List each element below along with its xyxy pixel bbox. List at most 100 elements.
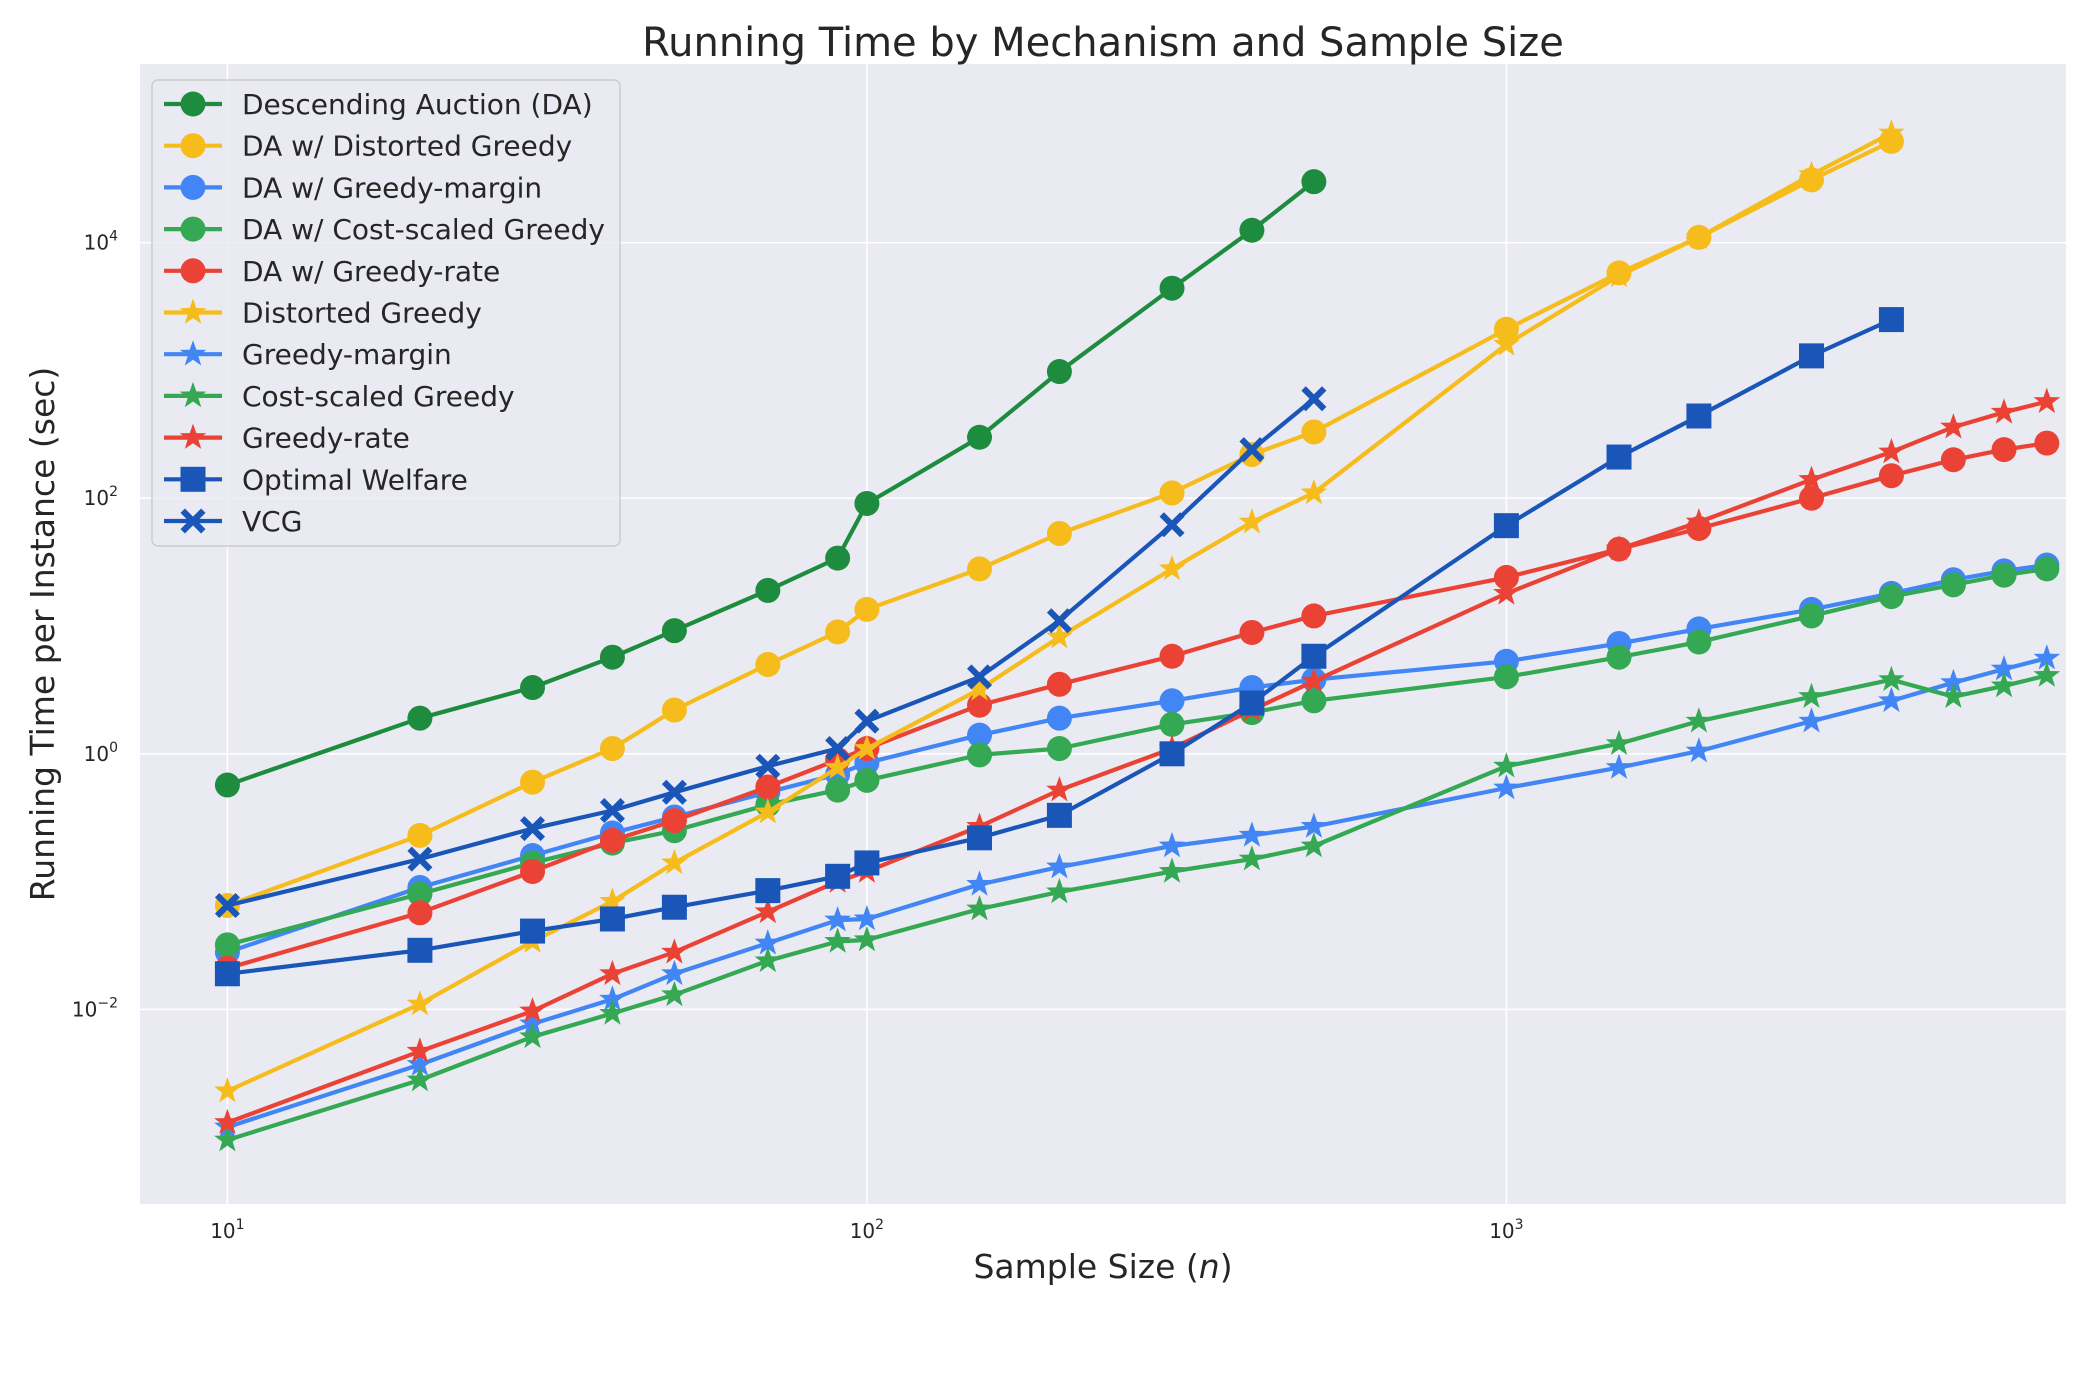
point-greedy-rate-16 <box>1798 465 1825 491</box>
point-da-w-greedy-rate-16 <box>1799 485 1825 511</box>
legend-marker-greedy-margin <box>179 340 207 366</box>
point-greedy-margin-17 <box>1878 686 1905 713</box>
point-distorted-greedy-8 <box>966 675 993 701</box>
legend-box <box>151 79 621 547</box>
point-descending-auction-da-5 <box>755 577 781 603</box>
point-da-w-distorted-greedy-4 <box>661 697 687 723</box>
point-da-w-greedy-margin-9 <box>1046 705 1072 731</box>
point-da-w-greedy-rate-19 <box>1991 437 2017 463</box>
x-tick-labels: 101 102 103 <box>210 1217 1523 1243</box>
point-cost-scaled-greedy-6 <box>824 927 851 953</box>
point-cost-scaled-greedy-0 <box>214 1126 241 1152</box>
legend-marker-da-w-cost-scaled-greedy <box>180 216 206 242</box>
point-da-w-distorted-greedy-9 <box>1046 520 1072 546</box>
point-greedy-margin-18 <box>1940 668 1967 694</box>
point-greedy-margin-15 <box>1685 737 1713 763</box>
point-vcg-7 <box>854 708 880 734</box>
point-distorted-greedy-15 <box>1685 223 1713 249</box>
point-greedy-margin-11 <box>1238 821 1266 847</box>
point-descending-auction-da-7 <box>854 490 880 516</box>
point-da-w-greedy-rate-18 <box>1940 447 1966 473</box>
point-optimal-welfare-3 <box>599 906 625 932</box>
point-cost-scaled-greedy-3 <box>599 999 626 1025</box>
point-greedy-margin-2 <box>519 1009 546 1036</box>
point-da-w-greedy-margin-8 <box>967 722 993 748</box>
point-cost-scaled-greedy-4 <box>661 980 688 1007</box>
point-greedy-margin-8 <box>966 870 993 896</box>
legend-item-cost-scaled-greedy: Cost-scaled Greedy <box>164 380 515 413</box>
point-da-w-distorted-greedy-6 <box>825 619 851 645</box>
y-tick-label-3: 104 <box>84 229 118 255</box>
point-cost-scaled-greedy-9 <box>1046 877 1073 904</box>
point-greedy-margin-20 <box>2033 644 2061 670</box>
point-distorted-greedy-16 <box>1798 160 1825 187</box>
point-vcg-4 <box>661 779 687 805</box>
point-optimal-welfare-8 <box>967 825 993 851</box>
point-da-w-greedy-rate-3 <box>599 827 625 853</box>
legend-label-da-w-greedy-margin: DA w/ Greedy-margin <box>242 171 542 204</box>
point-da-w-greedy-rate-1 <box>407 900 433 926</box>
point-greedy-rate-14 <box>1605 535 1633 561</box>
point-optimal-welfare-7 <box>854 850 880 876</box>
point-optimal-welfare-2 <box>520 918 546 944</box>
point-greedy-rate-3 <box>599 959 626 986</box>
point-cost-scaled-greedy-20 <box>2033 661 2061 687</box>
series-vcg <box>214 386 1327 919</box>
point-da-w-cost-scaled-greedy-6 <box>825 777 851 803</box>
point-vcg-9 <box>1046 608 1072 634</box>
point-vcg-1 <box>407 846 433 872</box>
legend-label-cost-scaled-greedy: Cost-scaled Greedy <box>242 380 515 413</box>
point-greedy-rate-0 <box>214 1108 241 1134</box>
point-greedy-margin-5 <box>754 929 782 955</box>
point-cost-scaled-greedy-10 <box>1158 857 1186 883</box>
point-cost-scaled-greedy-5 <box>754 946 782 973</box>
legend-label-vcg: VCG <box>242 505 302 538</box>
point-greedy-rate-19 <box>1990 398 2018 424</box>
point-optimal-welfare-15 <box>1686 403 1712 429</box>
point-greedy-margin-1 <box>406 1050 434 1076</box>
point-da-w-greedy-rate-10 <box>1159 643 1185 669</box>
point-cost-scaled-greedy-7 <box>853 925 881 952</box>
point-descending-auction-da-0 <box>214 772 240 798</box>
point-cost-scaled-greedy-19 <box>1990 671 2018 698</box>
legend-label-da-w-distorted-greedy: DA w/ Distorted Greedy <box>242 130 572 163</box>
point-da-w-distorted-greedy-5 <box>755 651 781 677</box>
legend: Descending Auction (DA) DA w/ Distorted G… <box>151 79 621 547</box>
point-distorted-greedy-14 <box>1605 261 1633 288</box>
legend-marker-vcg <box>180 508 206 534</box>
point-vcg-11 <box>1239 437 1265 463</box>
point-optimal-welfare-1 <box>407 937 433 963</box>
series-line-distorted-greedy <box>225 131 1894 1094</box>
point-da-w-greedy-rate-17 <box>1878 463 1904 489</box>
legend-item-da-w-distorted-greedy: DA w/ Distorted Greedy <box>164 130 572 163</box>
point-descending-auction-da-3 <box>599 644 625 670</box>
point-descending-auction-da-2 <box>520 675 546 701</box>
legend-marker-da-w-greedy-rate <box>180 258 206 284</box>
point-greedy-rate-1 <box>406 1037 434 1063</box>
point-da-w-cost-scaled-greedy-13 <box>1493 664 1519 690</box>
point-greedy-rate-17 <box>1878 438 1905 464</box>
x-tick-label-0: 101 <box>210 1217 244 1243</box>
point-da-w-cost-scaled-greedy-17 <box>1878 584 1904 610</box>
point-greedy-margin-3 <box>599 985 626 1011</box>
y-tick-labels: 10−2 100 102 104 <box>72 229 118 1022</box>
point-descending-auction-da-8 <box>967 424 993 450</box>
point-cost-scaled-greedy-16 <box>1798 682 1825 708</box>
point-greedy-rate-20 <box>2033 387 2061 413</box>
point-da-w-distorted-greedy-8 <box>967 556 993 582</box>
point-greedy-margin-16 <box>1798 707 1825 733</box>
point-optimal-welfare-11 <box>1239 690 1265 716</box>
point-optimal-welfare-12 <box>1301 643 1327 669</box>
legend-item-da-w-greedy-margin: DA w/ Greedy-margin <box>164 171 542 204</box>
point-greedy-rate-18 <box>1940 413 1967 439</box>
point-da-w-cost-scaled-greedy-9 <box>1046 736 1072 762</box>
point-da-w-distorted-greedy-7 <box>854 596 880 622</box>
legend-marker-da-w-distorted-greedy <box>180 133 206 159</box>
point-da-w-cost-scaled-greedy-7 <box>854 767 880 793</box>
point-da-w-distorted-greedy-11 <box>1239 441 1265 467</box>
series-optimal-welfare <box>214 307 1904 987</box>
legend-item-vcg: VCG <box>164 505 302 538</box>
point-vcg-8 <box>967 664 993 690</box>
legend-marker-distorted-greedy <box>179 298 207 324</box>
